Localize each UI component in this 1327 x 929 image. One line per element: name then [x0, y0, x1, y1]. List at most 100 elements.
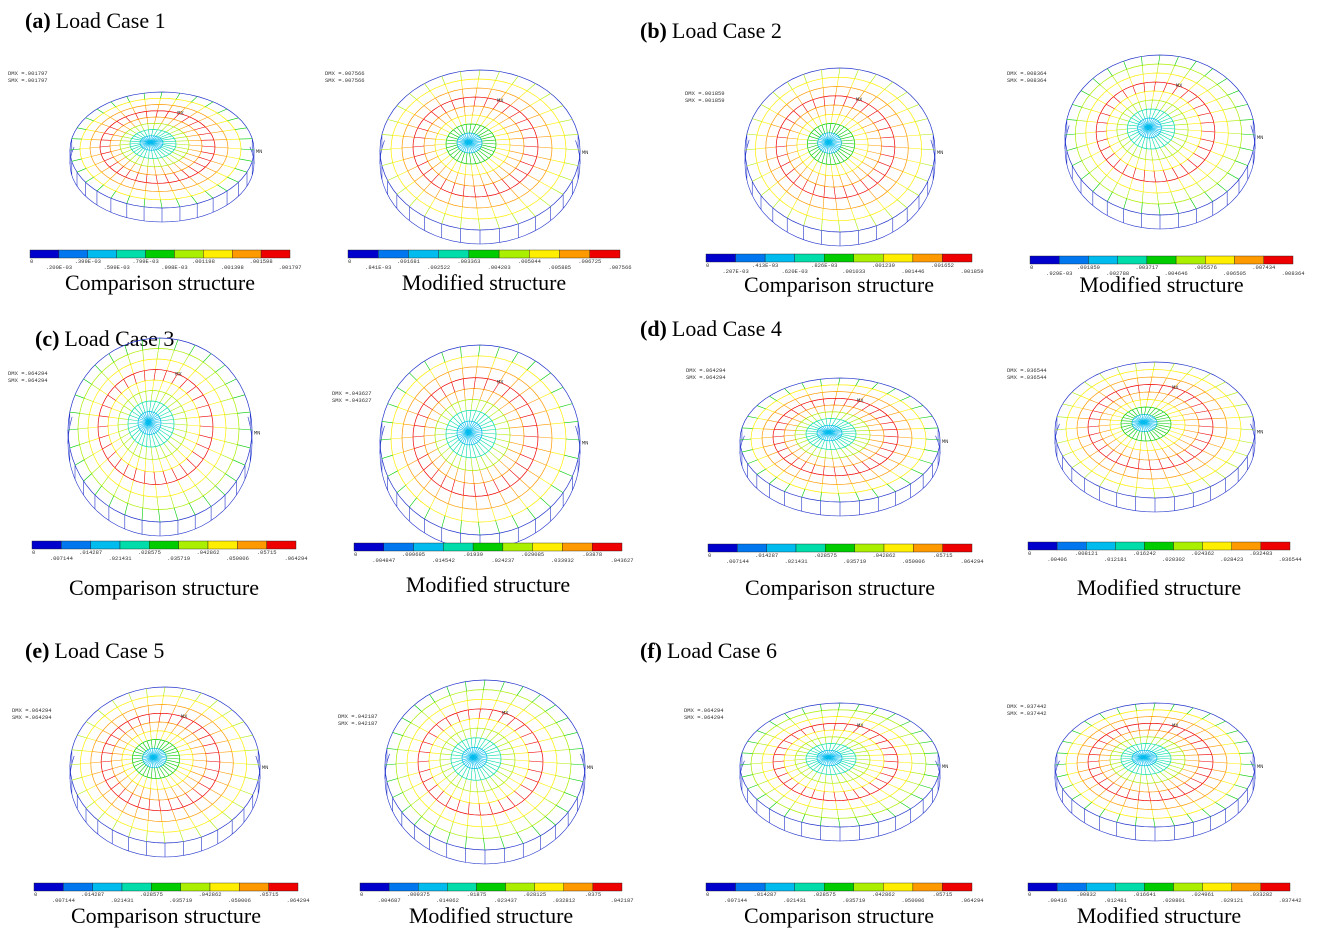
mesh-radial	[1202, 478, 1210, 486]
mesh-radial	[849, 744, 859, 748]
mesh-radial	[800, 117, 807, 123]
mesh-radial	[121, 177, 126, 184]
colorbar-label: 0	[706, 891, 709, 898]
mesh-radial	[184, 408, 196, 411]
mesh-radial	[155, 740, 157, 749]
mesh-radial	[1216, 166, 1227, 173]
mesh-radial	[1127, 128, 1137, 129]
mesh-radial	[487, 109, 493, 117]
mesh-radial	[869, 783, 879, 789]
mesh-radial	[1221, 448, 1234, 452]
mesh-radial	[1135, 817, 1136, 826]
mesh-radial	[564, 455, 578, 458]
mesh-radial	[1151, 430, 1159, 438]
mesh-radial	[788, 769, 798, 773]
mesh-radial	[432, 162, 441, 169]
mesh-radial	[174, 137, 186, 139]
mesh-radial	[830, 441, 832, 450]
mesh-radial	[70, 412, 80, 413]
mesh-radial	[885, 209, 893, 219]
mesh-radial	[776, 146, 786, 147]
mesh-radial	[812, 726, 815, 732]
mesh-radial	[748, 460, 758, 464]
mesh-radial	[1152, 710, 1154, 717]
mesh-radial	[784, 778, 793, 783]
mesh-radial	[1099, 425, 1110, 426]
mesh-radial	[805, 806, 808, 814]
mesh-radial	[139, 393, 142, 403]
mesh-radial	[757, 135, 767, 136]
mesh-radial	[428, 156, 438, 161]
mesh-radial	[1103, 435, 1113, 439]
mesh-radial	[1145, 159, 1146, 170]
mesh-radial	[1169, 431, 1182, 435]
mesh-radial	[506, 362, 512, 372]
mesh-radial	[1137, 800, 1138, 809]
mesh-radial	[869, 440, 883, 443]
colorbar-label: .042862	[872, 552, 895, 559]
mesh-radial	[450, 149, 459, 156]
mesh-radial	[457, 800, 460, 811]
mesh-radial	[1159, 118, 1170, 123]
mesh-radial	[899, 464, 911, 469]
mesh-radial	[208, 113, 218, 117]
mesh-radial	[821, 809, 822, 818]
mesh-radial	[142, 508, 143, 520]
mesh-radial	[836, 412, 840, 419]
mesh-radial	[1188, 174, 1196, 183]
mesh-radial	[1130, 78, 1133, 86]
mesh-radial	[145, 99, 146, 105]
mesh-radial	[465, 837, 466, 848]
mesh-radial	[420, 728, 429, 733]
mesh-radial	[112, 722, 119, 728]
colorbar-segment	[348, 250, 378, 258]
mesh-radial	[803, 104, 808, 112]
mesh-radial	[425, 442, 436, 445]
mesh-radial	[156, 175, 158, 183]
mesh-radial	[795, 724, 800, 729]
mesh-radial	[766, 464, 775, 469]
mesh-radial	[142, 403, 145, 413]
mesh-radial	[501, 763, 515, 766]
colorbar-label: .024961	[1191, 891, 1215, 898]
mesh-radial	[494, 152, 507, 157]
mesh-radial	[189, 112, 197, 117]
mesh-radial	[463, 731, 466, 740]
mesh-radial	[836, 746, 844, 751]
mesh-radial	[862, 787, 870, 794]
mesh-radial	[157, 158, 161, 166]
mesh-radial	[544, 798, 556, 805]
mesh-radial	[820, 492, 821, 501]
mesh-radial	[183, 157, 194, 162]
mesh-radial	[476, 116, 480, 125]
colorbar-segment	[261, 250, 290, 258]
mesh-radial	[1190, 199, 1196, 209]
mesh-radial	[464, 389, 465, 400]
mesh-radial	[172, 433, 184, 438]
mesh-radial	[199, 416, 212, 417]
mesh-radial	[1179, 439, 1191, 445]
mesh-radial	[899, 409, 911, 412]
mesh-radial	[832, 419, 836, 426]
mesh-radial	[102, 444, 111, 449]
mesh-radial	[897, 754, 911, 755]
mx-marker: MX	[857, 397, 864, 404]
mesh-radial	[1205, 726, 1215, 730]
mesh-radial	[84, 474, 92, 481]
mesh-radial	[430, 497, 435, 508]
mesh-radial	[98, 710, 105, 716]
mesh-radial	[878, 162, 890, 167]
mesh-radial	[761, 189, 769, 196]
mesh-radial	[818, 448, 821, 456]
mesh-radial	[1214, 396, 1226, 400]
mesh-radial	[813, 161, 818, 171]
mesh-radial	[1164, 770, 1174, 776]
mesh-radial	[501, 682, 505, 691]
mesh-radial	[826, 441, 827, 450]
mesh-radial	[498, 726, 506, 734]
colorbar-segment	[93, 883, 122, 891]
mesh-radial	[198, 157, 210, 161]
mesh-radial	[1072, 392, 1081, 396]
mesh-radial	[481, 117, 487, 125]
mx-marker: MX	[502, 709, 509, 716]
